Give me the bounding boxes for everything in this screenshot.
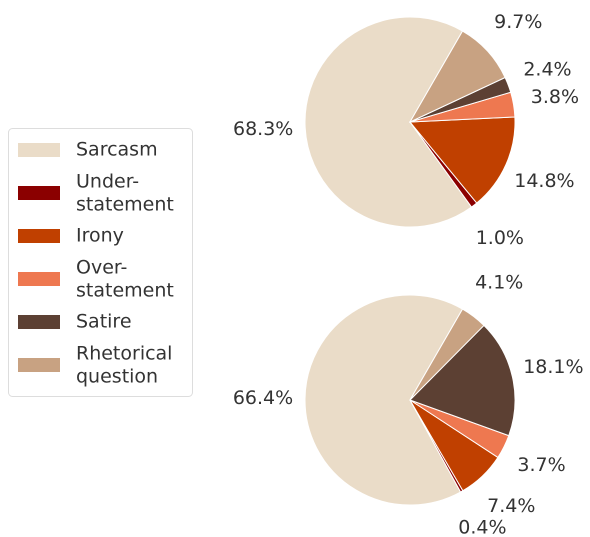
value-label: 3.8% [531,86,579,108]
pie-wedge [409,308,485,401]
legend-label: Sarcasm [76,139,158,161]
value-label: 68.3% [233,118,293,140]
value-label: 66.4% [233,387,293,409]
value-label: 9.7% [494,11,542,33]
legend-swatch [18,272,60,286]
pie-wedge [304,16,473,228]
pie-wedge [304,294,464,506]
legend-label: Over-statement [76,256,174,301]
legend-swatch [18,358,60,372]
legend-label: Irony [76,225,124,247]
legend-swatch [18,229,60,243]
legend-swatch [18,186,60,200]
value-label: 14.8% [514,170,574,192]
pie-wedge [409,324,516,437]
legend-label: Rhetorical question [76,342,172,387]
pie-wedge [408,30,506,124]
value-label: 18.1% [523,356,583,378]
value-label: 3.7% [517,454,565,476]
legend-label: Satire [76,311,132,333]
value-label: 1.0% [476,227,524,249]
value-label: 4.1% [475,272,523,294]
pie-wedge [408,116,516,204]
value-label: 2.4% [523,58,571,80]
legend-swatch [18,315,60,329]
value-label: 0.4% [458,516,506,537]
value-label: 7.4% [487,495,535,517]
legend-label: Under-statement [76,170,174,215]
legend-swatch [18,143,60,157]
